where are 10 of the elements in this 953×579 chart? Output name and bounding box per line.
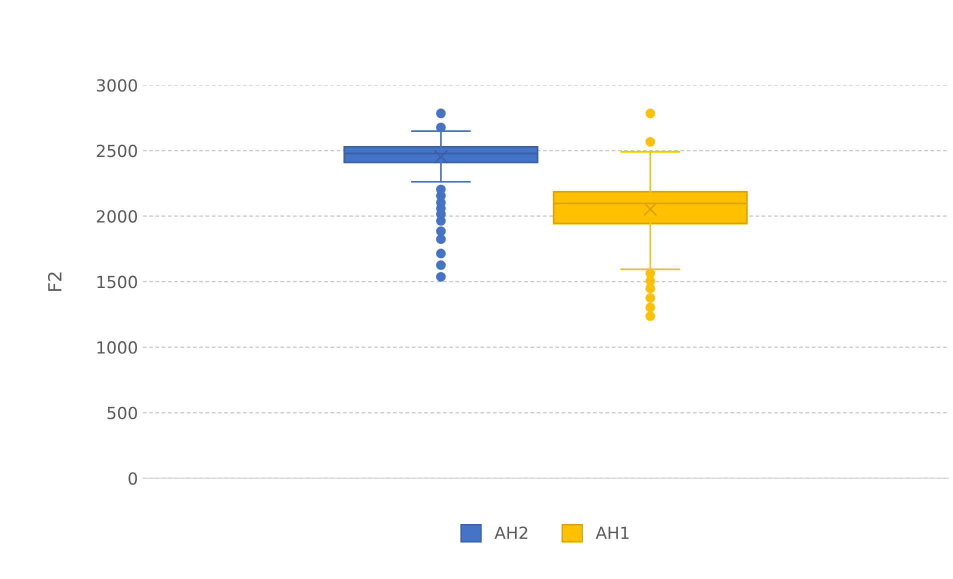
y-tick-label: 3000 (96, 79, 137, 92)
y-tick-label: 0 (128, 472, 137, 485)
y-tick-label: 500 (108, 406, 137, 420)
legend-label: AH2 (494, 526, 528, 539)
y-tick-label: 1000 (98, 341, 137, 354)
y-axis-title: F2 (48, 272, 62, 291)
y-tick-label: 2500 (96, 144, 137, 158)
legend-label: AH1 (596, 526, 629, 539)
y-tick-label: 1500 (98, 276, 137, 288)
y-tick-label: 2000 (96, 210, 137, 223)
